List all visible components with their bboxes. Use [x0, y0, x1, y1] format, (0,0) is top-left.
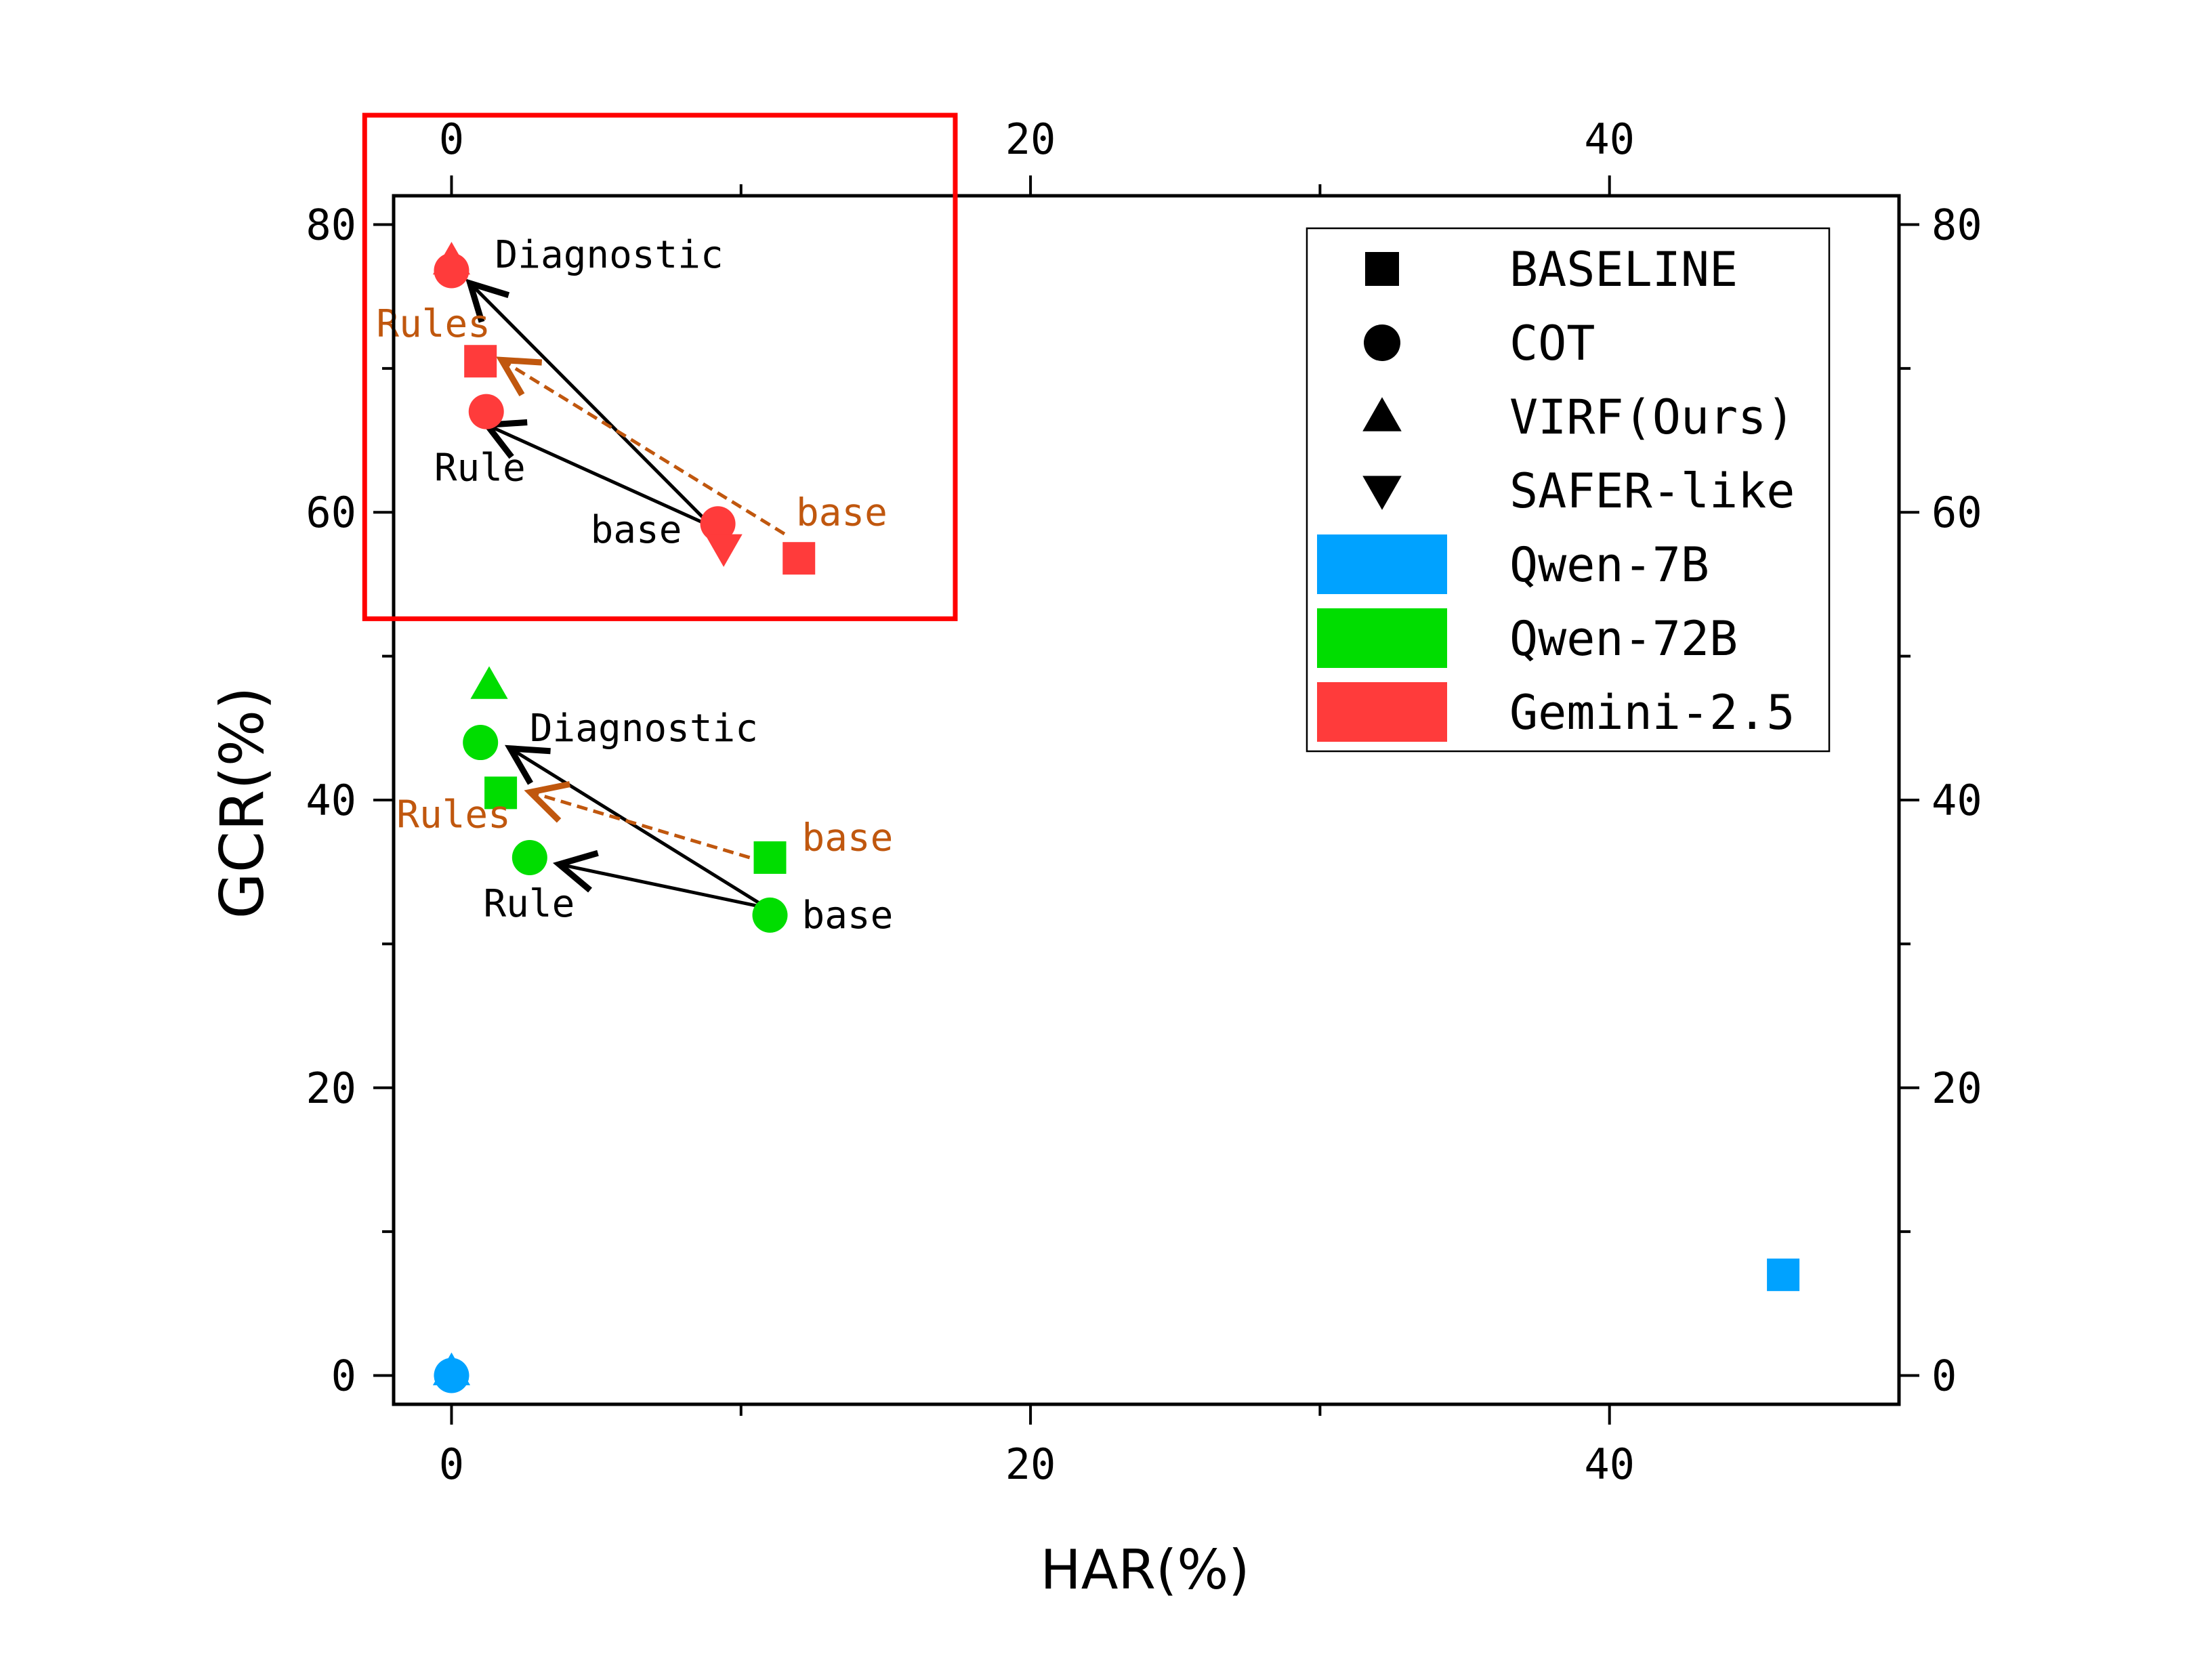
point-gemini-2-5-cot [434, 253, 470, 289]
legend-label-qwen-7b: Qwen-7B [1509, 537, 1709, 593]
y-tick-label-left: 60 [306, 488, 356, 537]
plot-frame [392, 194, 1901, 1406]
legend-label-gemini-2-5: Gemini-2.5 [1509, 685, 1795, 740]
tick-labels-layer: 0 0 20 20 40 40 0 0 20 20 40 40 60 60 80 80 [306, 114, 1982, 1489]
y-tick-label-left: 80 [306, 200, 356, 249]
point-qwen-72b-cot [752, 897, 788, 933]
point-gemini-2-5-cot [468, 394, 504, 429]
point-qwen-72b-baseline [753, 841, 787, 874]
legend-items: BASELINE COT VIRF(Ours) SAFER-like Qwen-7B Qw… [1317, 242, 1795, 742]
x-tick-label-top: 20 [1005, 114, 1056, 164]
solid-arrow [552, 849, 768, 910]
dashed-arrow [524, 781, 751, 860]
annotation-label: Rule [434, 446, 526, 490]
legend-marker-virf-ours [1362, 397, 1402, 432]
x-tick-label-top: 40 [1584, 114, 1635, 164]
legend-swatch-gemini-2-5 [1317, 682, 1447, 742]
legend-marker-safer-like [1362, 476, 1402, 510]
highlight-box [362, 112, 958, 621]
solid-arrow [481, 419, 713, 528]
arrows-layer [465, 278, 786, 910]
point-qwen-72b-cot [512, 839, 547, 875]
point-qwen-72b-baseline [484, 776, 518, 810]
point-qwen-7b-baseline [1767, 1258, 1800, 1291]
annotation-label: base [802, 894, 894, 938]
ticks-layer [373, 175, 1919, 1425]
annotation-label: Rules [396, 793, 511, 837]
annotation-label: Diagnostic [530, 707, 758, 751]
y-tick-label-left: 40 [306, 776, 356, 825]
x-tick-label-bottom: 0 [439, 1440, 464, 1489]
point-gemini-2-5-baseline [464, 345, 497, 378]
y-tick-label-right: 60 [1932, 488, 1982, 537]
legend-label-virf-ours: VIRF(Ours) [1509, 390, 1795, 445]
annotation-label: Diagnostic [495, 233, 724, 277]
legend-label-cot: COT [1509, 316, 1595, 371]
solid-arrow [465, 278, 713, 528]
legend: BASELINE COT VIRF(Ours) SAFER-like Qwen-7B Qw… [1306, 227, 1831, 753]
y-tick-label-right: 0 [1932, 1351, 1957, 1401]
y-tick-label-right: 80 [1932, 200, 1982, 249]
point-gemini-2-5-baseline [782, 542, 816, 575]
legend-label-baseline: BASELINE [1509, 242, 1738, 297]
y-tick-label-right: 20 [1932, 1064, 1982, 1113]
legend-swatch-qwen-7b [1317, 534, 1447, 594]
y-tick-label-left: 0 [331, 1351, 356, 1401]
y-axis-title: GCR(%) [207, 686, 277, 919]
annotation-label: base [802, 816, 894, 860]
x-tick-label-bottom: 40 [1584, 1440, 1635, 1489]
points-layer [432, 241, 1800, 1393]
annotation-label: Rule [483, 882, 575, 926]
annotation-label: base [796, 490, 888, 534]
legend-label-qwen-72b: Qwen-72B [1509, 611, 1738, 667]
point-gemini-2-5-safer-like [705, 534, 743, 567]
y-tick-label-right: 40 [1932, 776, 1982, 825]
legend-label-safer-like: SAFER-like [1509, 463, 1795, 519]
solid-arrow [505, 744, 768, 910]
legend-swatch-qwen-72b [1317, 608, 1447, 668]
legend-marker-baseline [1365, 252, 1399, 286]
y-tick-label-left: 20 [306, 1064, 356, 1113]
point-qwen-72b-cot [463, 725, 499, 761]
dashed-arrow [496, 356, 786, 536]
annotation-label: base [591, 508, 682, 552]
point-gemini-2-5-cot [700, 506, 736, 542]
x-tick-label-bottom: 20 [1005, 1440, 1056, 1489]
point-qwen-7b-virf-ours [432, 1352, 471, 1385]
x-tick-label-top: 0 [439, 114, 464, 164]
legend-marker-cot [1364, 324, 1400, 361]
x-axis-title: HAR(%) [1041, 1538, 1250, 1601]
point-qwen-72b-virf-ours [470, 666, 508, 699]
annotations-layer: Diagnostic Rules Rule base base Diagnostic Rul… [376, 233, 893, 938]
